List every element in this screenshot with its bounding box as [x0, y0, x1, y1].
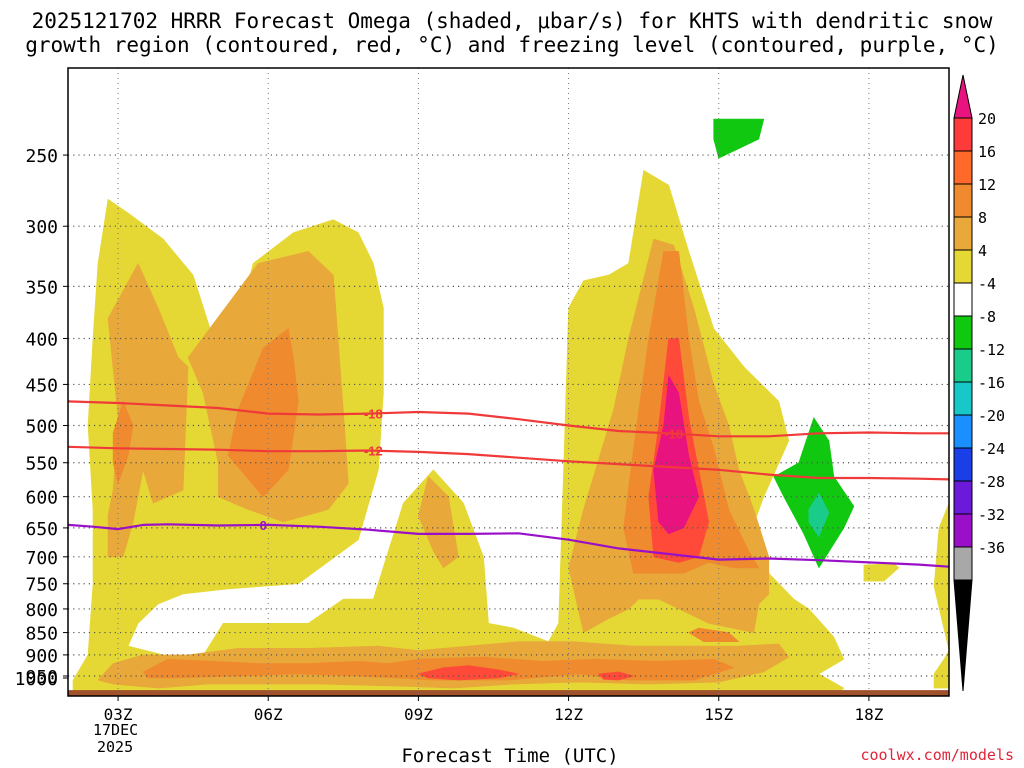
colorbar-label--8: -8: [978, 308, 996, 326]
colorbar-swatch-6: [953, 282, 973, 317]
colorbar-label-8: 8: [978, 209, 987, 227]
y-tick-label-950: 950: [25, 667, 58, 688]
omega-region-12-3: [142, 656, 735, 681]
x-tick-label-06Z: 06Z: [254, 705, 283, 724]
x-axis-title: Forecast Time (UTC): [401, 745, 619, 767]
colorbar-label--16: -16: [978, 374, 1005, 392]
colorbar-label-4: 4: [978, 242, 987, 260]
chart-title-line-2: growth region (contoured, red, °C) and f…: [25, 33, 999, 57]
colorbar-label--36: -36: [978, 539, 1005, 557]
omega-region-20-0: [653, 375, 700, 535]
colorbar-swatch-14: [953, 546, 973, 581]
colorbar-swatch-12: [953, 480, 973, 515]
colorbar-label--12: -12: [978, 341, 1005, 359]
colorbar-label--32: -32: [978, 506, 1005, 524]
colorbar-label--28: -28: [978, 473, 1005, 491]
y-tick-label-1000: 1000: [15, 669, 58, 690]
y-tick-label-400: 400: [25, 329, 58, 350]
y-tick-label-650: 650: [25, 519, 58, 540]
x-axis: 03Z 06Z 09Z 12Z 15Z 18Z: [104, 696, 884, 724]
date-label: 17DEC 2025: [93, 722, 138, 756]
ground-strip-fill: [68, 690, 949, 696]
y-tick-label-900: 900: [25, 646, 58, 667]
colorbar-label-16: 16: [978, 143, 996, 161]
x-tick-label-12Z: 12Z: [554, 705, 583, 724]
omega-shading: [72, 118, 950, 697]
y-tick-label-600: 600: [25, 488, 58, 509]
y-tick-label-450: 450: [25, 375, 58, 396]
colorbar-label-20: 20: [978, 110, 996, 128]
chart-title-line-1: 2025121702 HRRR Forecast Omega (shaded, …: [31, 9, 993, 33]
omega-region--4-1: [773, 417, 855, 569]
y-tick-label-300: 300: [25, 217, 58, 238]
colorbar-top-arrow: [953, 74, 973, 119]
y-tick-label-700: 700: [25, 548, 58, 569]
x-tick-label-09Z: 09Z: [404, 705, 433, 724]
colorbar-label--4: -4: [978, 275, 996, 293]
colorbar-label--20: -20: [978, 407, 1005, 425]
colorbar-swatch-9: [953, 381, 973, 416]
y-tick-label-800: 800: [25, 600, 58, 621]
date-label-year: 2025: [97, 738, 134, 756]
colorbar-swatch-3: [953, 183, 973, 218]
contour-line--18: [67, 400, 949, 438]
omega-region-8-0: [107, 263, 189, 558]
contour-label-0-0: 0: [260, 518, 267, 533]
x-tick-label-15Z: 15Z: [704, 705, 733, 724]
ground-strip: [68, 690, 949, 696]
grid-lines: [68, 68, 949, 696]
contour-line--12: [67, 445, 950, 481]
temperature-contours: -18 -18 -12 0: [67, 400, 950, 568]
y-tick-label-550: 550: [25, 454, 58, 475]
contour-label--18-1: -18: [664, 427, 683, 442]
omega-region-16-2: [598, 671, 634, 681]
y-tick-label-750: 750: [25, 575, 58, 596]
contour-label--12-0: -12: [364, 444, 383, 459]
x-tick-label-18Z: 18Z: [854, 705, 883, 724]
y-tick-label-500: 500: [25, 417, 58, 438]
colorbar-swatch-10: [953, 414, 973, 449]
y-tick-label-350: 350: [25, 277, 58, 298]
colorbar-swatch-11: [953, 447, 973, 482]
colorbar-swatch-7: [953, 315, 973, 350]
y-tick-label-250: 250: [25, 146, 58, 167]
colorbar-swatch-2: [953, 150, 973, 185]
colorbar-bottom-arrow: [953, 579, 973, 692]
credit-link[interactable]: coolwx.com/models: [860, 746, 1014, 764]
contour-label--18-0: -18: [364, 406, 383, 421]
colorbar-swatch-5: [953, 249, 973, 284]
colorbar: 20 16 12 8 4 -4 -8 -12 -16 -20 -24 -28 -32 -36: [953, 74, 1005, 692]
colorbar-swatch-4: [953, 216, 973, 251]
colorbar-label-12: 12: [978, 176, 996, 194]
date-label-day: 17DEC: [93, 721, 139, 739]
y-axis: 2503003504004505005506006507007508008509…: [15, 146, 68, 690]
omega-region-12-0: [112, 401, 134, 484]
plot-frame: [67, 67, 950, 697]
y-tick-label-850: 850: [25, 624, 58, 645]
colorbar-swatch-8: [953, 348, 973, 383]
colorbar-swatch-1: [953, 117, 973, 152]
omega-region-12-4: [688, 627, 740, 643]
colorbar-label--24: -24: [978, 440, 1005, 458]
contour-line-0: [67, 523, 950, 568]
x-tick-label-03Z: 03Z: [104, 705, 133, 724]
omega-region--4-0: [713, 118, 765, 159]
colorbar-swatch-13: [953, 513, 973, 548]
